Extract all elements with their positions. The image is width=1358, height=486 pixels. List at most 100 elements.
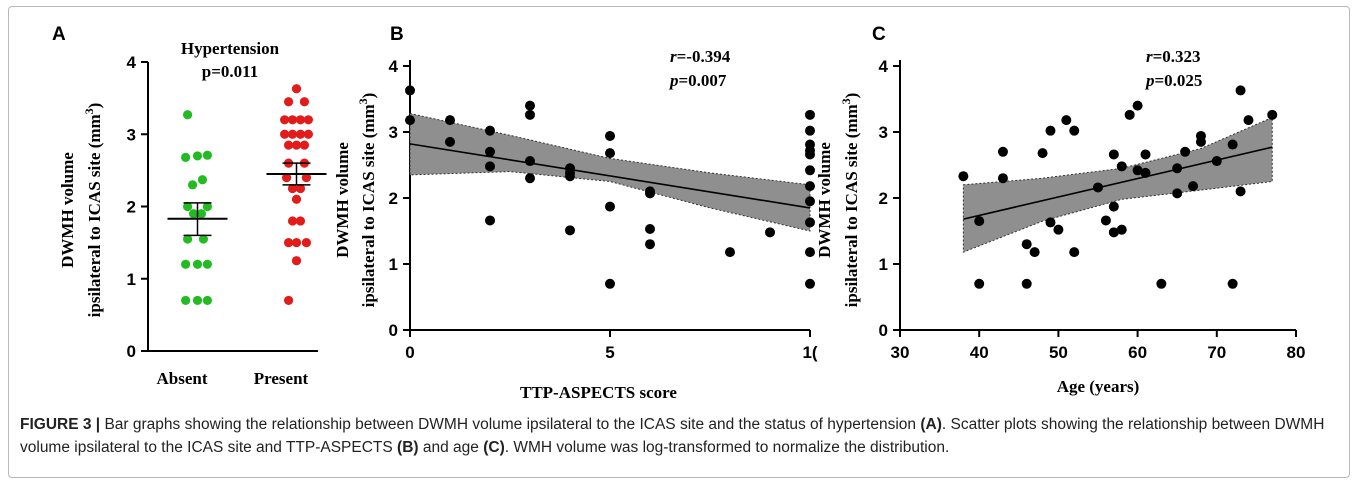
panel-c-point — [1211, 156, 1222, 167]
panel-b-point — [485, 215, 495, 226]
panel-b-point — [805, 196, 815, 207]
panel-c-point — [1124, 109, 1135, 120]
panel-b-point — [645, 188, 655, 199]
panel-c-point — [1029, 247, 1040, 258]
panel-a-point — [181, 295, 191, 306]
panel-b-ylabel-line2: ipsilateral to ICAS site (mm3) — [356, 93, 378, 308]
panel-c-xtick-label: 50 — [1049, 343, 1068, 362]
panel-c-point — [1061, 115, 1072, 126]
panel-b-point — [525, 156, 535, 167]
panel-a-point — [183, 234, 193, 244]
panel-c-xtick-label: 70 — [1207, 343, 1226, 362]
panel-a-ylabel-line1: DWMH volume — [58, 152, 77, 268]
panel-b-ytick-label: 1 — [389, 255, 398, 274]
panel-c-point — [1180, 146, 1191, 157]
panel-a-point — [187, 180, 198, 190]
panel-c-point — [1053, 224, 1064, 235]
panel-a-letter: A — [52, 24, 66, 45]
panel-c-point — [1108, 227, 1119, 238]
panel-a-point — [291, 140, 302, 150]
panel-a-point — [295, 129, 306, 139]
panel-c-ytick-label: 4 — [879, 57, 889, 76]
panel-b-point — [405, 115, 415, 126]
panel-a-point — [303, 129, 313, 139]
panel-b-r: r=-0.394 — [670, 47, 731, 66]
panel-c-point — [1093, 182, 1103, 193]
panel-b-point — [525, 109, 535, 120]
panel-b-point — [525, 173, 535, 184]
panel-a-point — [303, 115, 313, 125]
panel-b-point — [605, 278, 615, 289]
panel-b-xtick-label: 1( — [802, 343, 817, 362]
panel-c-ci-band — [962, 116, 1273, 253]
panel-b-point — [565, 171, 575, 182]
figure-caption: FIGURE 3 | Bar graphs showing the relati… — [20, 413, 1342, 459]
panel-a-point — [197, 175, 208, 185]
panel-c-ytick-label: 0 — [879, 321, 888, 340]
panel-a-point — [283, 140, 294, 150]
panel-b-point — [805, 109, 815, 120]
panel-c-point — [1227, 139, 1238, 150]
panel-b-ytick-label: 3 — [389, 123, 398, 142]
panel-a-point — [181, 152, 191, 162]
panel-b-point — [645, 224, 655, 235]
panel-b-xtick-label: 5 — [605, 343, 614, 362]
panel-b-point — [605, 130, 615, 141]
panel-a-ytick-label: 2 — [127, 198, 136, 217]
panel-c-point — [1243, 115, 1254, 126]
panel-c-ytick-label: 3 — [879, 123, 888, 142]
panel-c-point — [1108, 201, 1119, 212]
panel-b-point — [805, 217, 815, 228]
panel-b-point — [445, 115, 455, 126]
panel-a-point — [198, 234, 209, 244]
panel-b-point — [485, 161, 495, 172]
panel-b-point — [805, 165, 815, 176]
panel-a-point — [301, 238, 311, 248]
panel-a-point — [287, 115, 298, 125]
panel-c-point — [1069, 247, 1080, 258]
caption-ref-a: (A) — [920, 416, 942, 433]
panel-b-ytick-label: 4 — [389, 57, 399, 76]
panel-b-point — [645, 239, 655, 250]
panel-a-point — [283, 238, 294, 248]
panel-b-ytick-label: 2 — [389, 189, 398, 208]
panel-a-point — [202, 295, 212, 306]
panel-c-letter: C — [872, 24, 886, 45]
panel-a-point — [280, 129, 290, 139]
panel-c-point — [997, 173, 1008, 184]
panel-a-point — [188, 209, 199, 219]
panel-a-point — [291, 256, 302, 266]
panel-b-point — [765, 227, 775, 238]
panel-a-point — [192, 295, 203, 306]
panel-a-point — [280, 115, 290, 125]
panel-a-point — [183, 110, 193, 120]
panel-b-point — [605, 148, 615, 159]
panel-c-point — [1172, 188, 1183, 199]
panel-b-point — [805, 125, 815, 136]
panel-c-point — [1132, 100, 1143, 111]
panel-b-point — [525, 100, 535, 111]
panel-b-ylabel-line1: DWMH volume — [333, 142, 352, 258]
panel-b-point — [605, 201, 615, 212]
caption-ref-c: (C) — [483, 439, 505, 456]
panel-b-xlabel: TTP-ASPECTS score — [520, 383, 677, 402]
panel-b-p: p=0.007 — [668, 71, 727, 90]
panel-c-ytick-label: 2 — [879, 189, 888, 208]
caption-prefix: FIGURE 3 | — [20, 416, 101, 433]
panel-a-point — [291, 194, 302, 204]
panel-c-point — [974, 216, 985, 227]
panel-c-xtick-label: 80 — [1287, 343, 1306, 362]
panel-c-point — [1267, 109, 1278, 120]
panel-a-point — [283, 295, 294, 306]
panel-c-point — [1021, 278, 1032, 289]
panel-c-point — [1045, 125, 1056, 136]
panel-c-xtick-label: 30 — [891, 343, 910, 362]
caption-text-4: . WMH volume was log-transformed to norm… — [504, 439, 950, 456]
panel-b: B r=-0.394 p=0.007 DWMH volume ipsilater… — [333, 24, 818, 402]
panel-b-point — [805, 149, 815, 160]
panel-c-point — [974, 278, 985, 289]
panel-b-point — [725, 247, 735, 258]
panel-a-point — [291, 238, 302, 248]
panel-c-xtick-label: 60 — [1128, 343, 1147, 362]
panel-a-point — [183, 201, 193, 212]
